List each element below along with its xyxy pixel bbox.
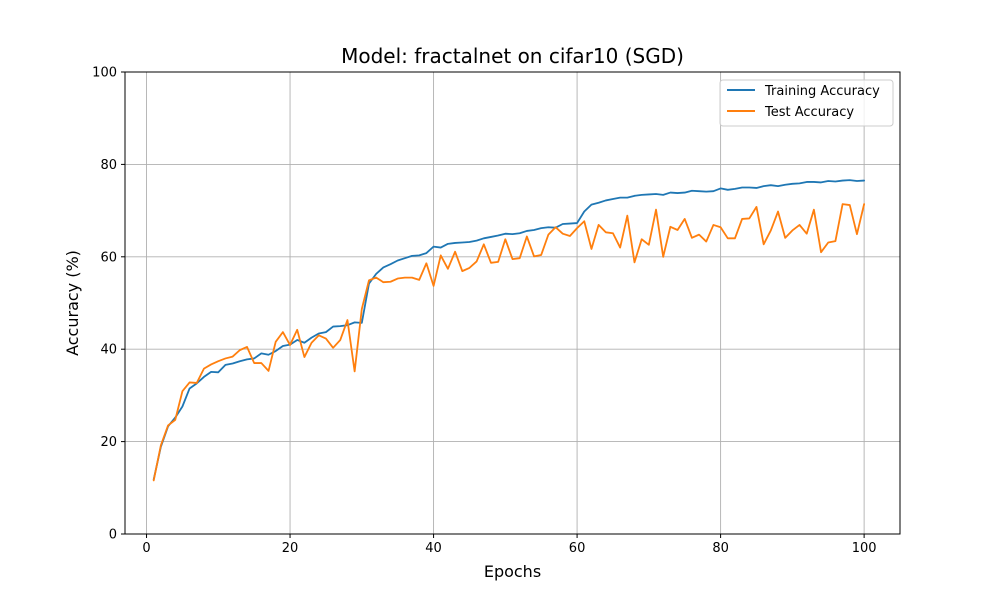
x-tick-label: 0	[142, 541, 150, 556]
y-tick-label: 40	[100, 343, 117, 358]
x-tick-label: 20	[282, 541, 299, 556]
y-tick-label: 0	[109, 528, 117, 543]
y-tick-label: 80	[100, 158, 117, 173]
series-layer	[152, 179, 866, 482]
legend: Training Accuracy Test Accuracy	[719, 79, 894, 127]
grid-lines	[125, 71, 900, 535]
series-line-training-accuracy	[152, 179, 866, 481]
legend-label-training: Training Accuracy	[764, 84, 880, 99]
y-axis: 0 20 40 60 80 100	[92, 66, 125, 543]
y-tick-label: 100	[92, 66, 117, 81]
legend-label-test: Test Accuracy	[764, 105, 854, 120]
x-tick-label: 80	[712, 541, 729, 556]
y-axis-label: Accuracy (%)	[63, 250, 82, 356]
y-tick-label: 60	[100, 250, 117, 265]
plot-frame	[124, 71, 901, 535]
x-tick-label: 60	[569, 541, 586, 556]
series-line-test-accuracy	[152, 203, 866, 482]
x-axis: 0 20 40 60 80 100	[142, 534, 877, 556]
x-axis-label: Epochs	[484, 562, 541, 581]
legend-box	[719, 79, 894, 127]
chart-title: Model: fractalnet on cifar10 (SGD)	[341, 44, 684, 68]
x-tick-label: 100	[852, 541, 877, 556]
x-tick-label: 40	[425, 541, 442, 556]
y-tick-label: 20	[100, 435, 117, 450]
